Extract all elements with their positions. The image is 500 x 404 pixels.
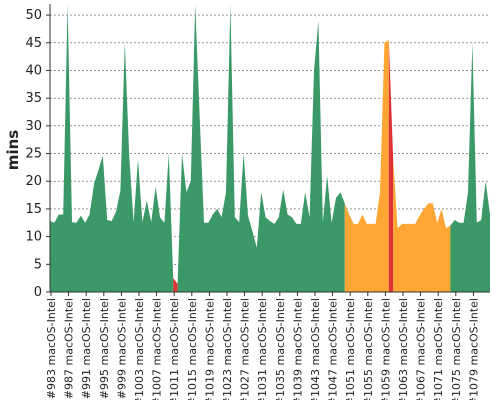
x-tick-label: #1015 macOS-Intel bbox=[186, 298, 199, 400]
area-segment-unstable bbox=[393, 159, 451, 292]
y-tick-label: 10 bbox=[25, 230, 42, 245]
area-series bbox=[50, 4, 490, 292]
x-tick-label: #1043 macOS-Intel bbox=[309, 298, 322, 400]
y-tick-label: 15 bbox=[25, 202, 42, 217]
y-axis-title: mins bbox=[4, 130, 22, 170]
x-tick-label: #1055 macOS-Intel bbox=[362, 298, 375, 400]
area-segment-unstable bbox=[344, 40, 389, 292]
y-ticks: 0 5 10 15 20 25 30 35 40 45 50 bbox=[25, 8, 50, 300]
x-tick-label: #1003 macOS-Intel bbox=[133, 298, 146, 400]
area-segment-failed bbox=[173, 278, 178, 292]
area-segment-success bbox=[50, 4, 174, 292]
y-tick-label: 30 bbox=[25, 119, 42, 134]
x-tick-label: #1063 macOS-Intel bbox=[397, 298, 410, 400]
x-tick-label: #1027 macOS-Intel bbox=[239, 298, 252, 400]
y-tick-label: 25 bbox=[25, 147, 42, 162]
x-tick-label: #1011 macOS-Intel bbox=[168, 298, 181, 400]
x-tick-label: #987 macOS-Intel bbox=[63, 298, 76, 399]
y-tick-label: 20 bbox=[25, 174, 42, 189]
x-tick-label: #1067 macOS-Intel bbox=[415, 298, 428, 400]
area-segment-success bbox=[450, 42, 490, 292]
x-tick-label: #1039 macOS-Intel bbox=[291, 298, 304, 400]
x-tick-label: #1051 macOS-Intel bbox=[344, 298, 357, 400]
axes bbox=[49, 4, 490, 293]
y-tick-label: 50 bbox=[25, 8, 42, 23]
y-tick-label: 5 bbox=[34, 257, 42, 272]
x-tick-label: #995 macOS-Intel bbox=[98, 298, 111, 399]
x-tick-label: #1019 macOS-Intel bbox=[203, 298, 216, 400]
y-tick-label: 35 bbox=[25, 91, 42, 106]
x-tick-label: #1047 macOS-Intel bbox=[327, 298, 340, 400]
x-tick-label: #1007 macOS-Intel bbox=[151, 298, 164, 400]
y-tick-label: 40 bbox=[25, 63, 42, 78]
y-tick-label: 0 bbox=[34, 285, 42, 300]
x-tick-label: #983 macOS-Intel bbox=[45, 298, 58, 399]
x-tick-label: #1079 macOS-Intel bbox=[467, 298, 480, 400]
x-tick-label: #1075 macOS-Intel bbox=[450, 298, 463, 400]
x-tick-label: #991 macOS-Intel bbox=[80, 298, 93, 399]
x-tick-label: #1023 macOS-Intel bbox=[221, 298, 234, 400]
x-tick-label: #1071 macOS-Intel bbox=[432, 298, 445, 400]
x-ticks: #983 macOS-Intel #987 macOS-Intel #991 mac… bbox=[45, 292, 480, 404]
area-segment-success bbox=[177, 4, 345, 292]
x-tick-label: #1031 macOS-Intel bbox=[256, 298, 269, 400]
x-tick-label: #1059 macOS-Intel bbox=[379, 298, 392, 400]
area-segment-failed bbox=[388, 40, 394, 292]
x-tick-label: #1035 macOS-Intel bbox=[274, 298, 287, 400]
y-tick-label: 45 bbox=[25, 36, 42, 51]
x-tick-label: #999 macOS-Intel bbox=[115, 298, 128, 399]
